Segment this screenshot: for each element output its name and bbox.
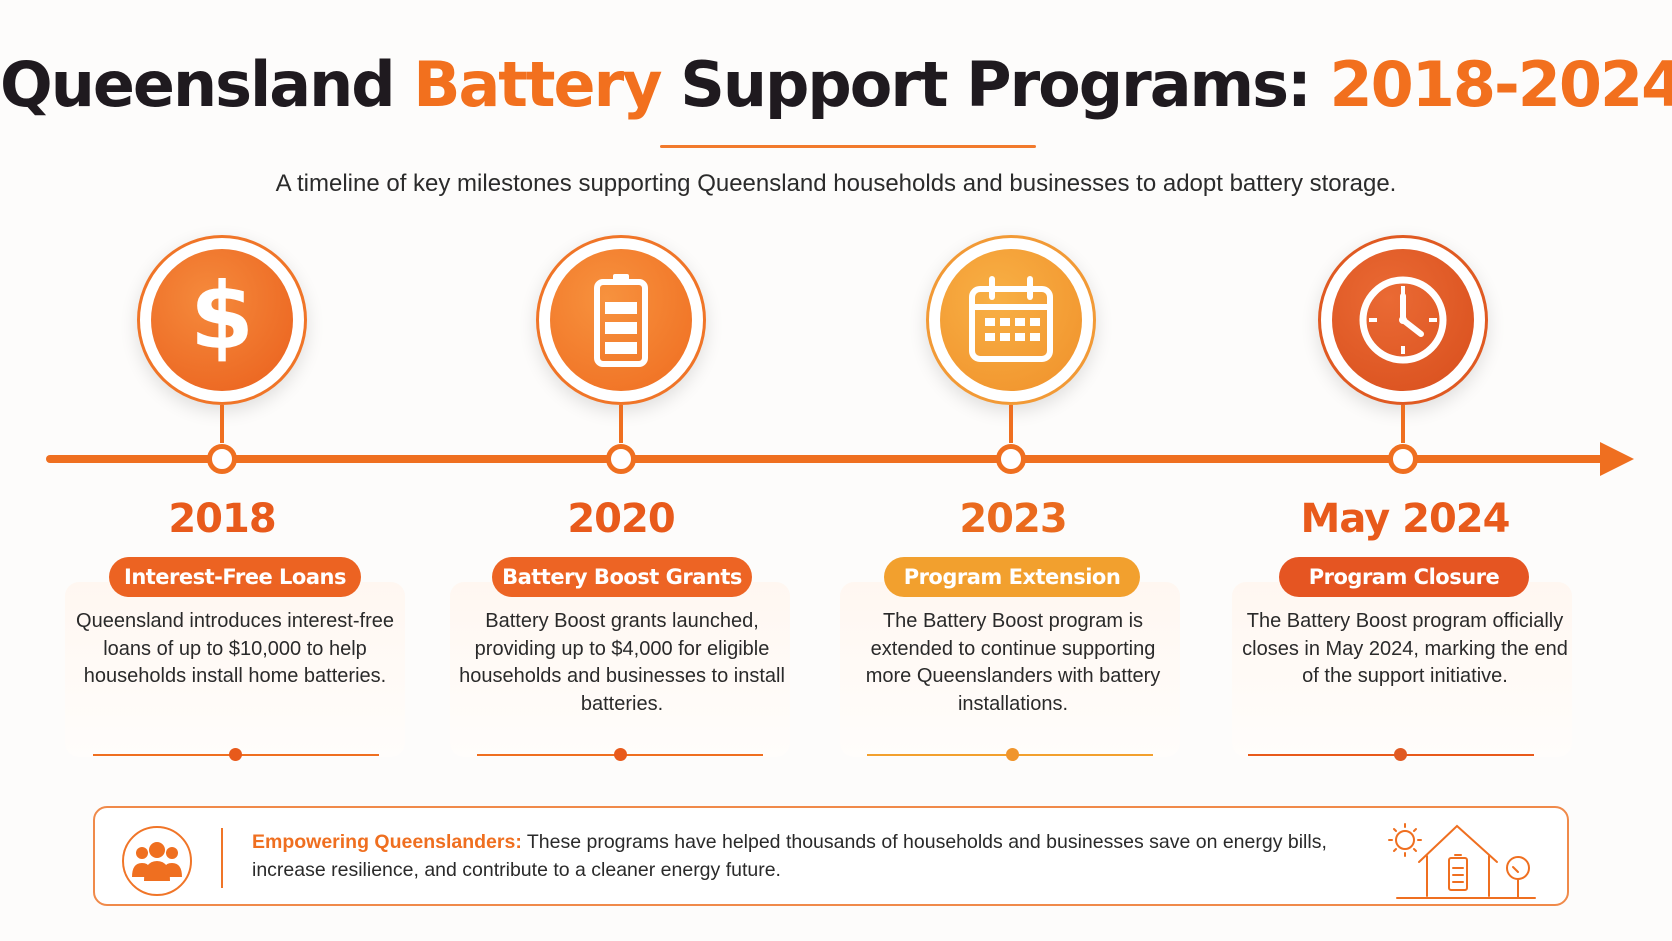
milestone-2024-label: Program Closure bbox=[1279, 557, 1529, 597]
title-part-2: Battery bbox=[413, 48, 662, 121]
milestone-2018-dot bbox=[229, 748, 242, 761]
dollar-icon: $ bbox=[151, 249, 293, 391]
svg-text:$: $ bbox=[190, 270, 254, 370]
milestone-2023-card bbox=[840, 582, 1180, 757]
battery-icon bbox=[550, 249, 692, 391]
milestone-2024-connector bbox=[1401, 405, 1405, 443]
milestone-2020-card bbox=[450, 582, 790, 757]
milestone-2020-description: Battery Boost grants launched, providing… bbox=[459, 610, 785, 715]
page-subtitle: A timeline of key milestones supporting … bbox=[275, 170, 1397, 197]
milestone-2023-icon-badge bbox=[926, 235, 1096, 405]
people-group-icon bbox=[122, 826, 192, 896]
milestone-2023-node bbox=[996, 444, 1026, 474]
milestone-2020-node bbox=[606, 444, 636, 474]
timeline-arrowhead bbox=[1600, 442, 1634, 476]
footer-message: Empowering Queenslanders: These programs… bbox=[252, 828, 1392, 884]
footer-lead: Empowering Queenslanders: bbox=[252, 831, 522, 853]
milestone-2023-label: Program Extension bbox=[884, 557, 1140, 597]
milestone-2020-label: Battery Boost Grants bbox=[492, 557, 752, 597]
milestone-2023-year: 2023 bbox=[959, 496, 1067, 542]
milestone-2024-description: The Battery Boost program officially clo… bbox=[1242, 610, 1568, 687]
milestone-2020-dot bbox=[614, 748, 627, 761]
title-part-1: Queensland bbox=[0, 48, 414, 121]
milestone-2020-connector bbox=[619, 405, 623, 443]
milestone-2024-dot bbox=[1394, 748, 1407, 761]
milestone-2024-node bbox=[1388, 444, 1418, 474]
title-part-3: Support Programs: bbox=[660, 48, 1330, 121]
timeline-axis bbox=[46, 455, 1616, 463]
milestone-2018-node bbox=[207, 444, 237, 474]
milestone-2018-card bbox=[65, 582, 405, 757]
milestone-2024-year: May 2024 bbox=[1300, 496, 1511, 542]
milestone-2018-connector bbox=[220, 405, 224, 443]
title-part-4: 2018-2024 bbox=[1329, 48, 1672, 121]
calendar-icon bbox=[940, 249, 1082, 391]
clock-icon bbox=[1332, 249, 1474, 391]
footer-banner: Empowering Queenslanders: These programs… bbox=[93, 806, 1569, 906]
milestone-2024-rule bbox=[1248, 754, 1534, 756]
page-title: Queensland Battery Support Programs: 201… bbox=[0, 48, 1672, 121]
milestone-2020-icon-badge bbox=[536, 235, 706, 405]
milestone-2023-connector bbox=[1009, 405, 1013, 443]
footer-body: These programs have helped thousands of … bbox=[252, 831, 1327, 881]
milestone-2023-dot bbox=[1006, 748, 1019, 761]
footer-divider bbox=[221, 828, 223, 888]
milestone-2024-card bbox=[1232, 582, 1572, 757]
milestone-2018-icon-badge: $ bbox=[137, 235, 307, 405]
milestone-2020-year: 2020 bbox=[567, 496, 675, 542]
milestone-2018-year: 2018 bbox=[168, 496, 276, 542]
house-battery-sun-tree-icon bbox=[1375, 812, 1545, 904]
milestone-2018-label: Interest-Free Loans bbox=[109, 557, 361, 597]
milestone-2024-icon-badge bbox=[1318, 235, 1488, 405]
milestone-2023-description: The Battery Boost program is extended to… bbox=[865, 610, 1161, 715]
milestone-2018-description: Queensland introduces interest-free loan… bbox=[76, 610, 394, 687]
title-underline bbox=[660, 145, 1036, 148]
